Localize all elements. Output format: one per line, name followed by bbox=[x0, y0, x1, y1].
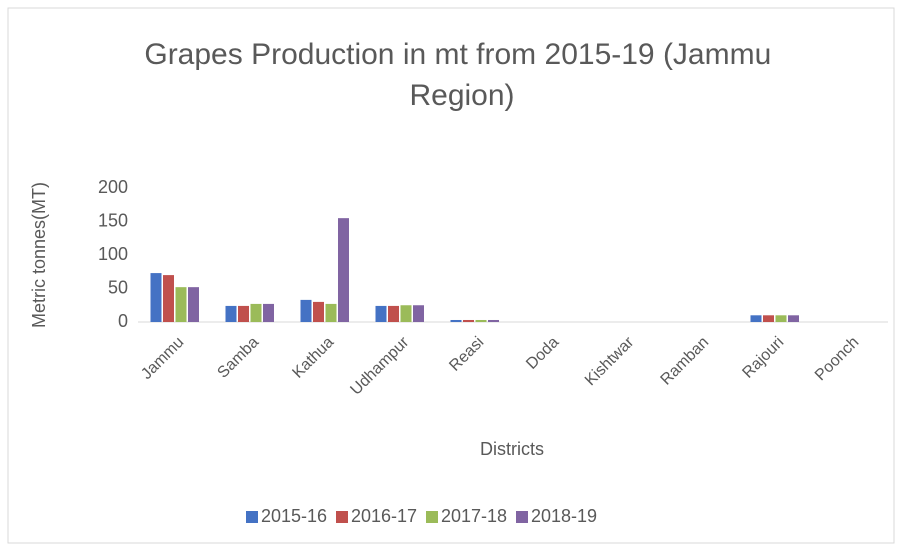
bar bbox=[300, 299, 312, 322]
legend-swatch bbox=[336, 511, 348, 523]
bar bbox=[150, 273, 162, 322]
chart-title: Grapes Production in mt from 2015-19 (Ja… bbox=[144, 38, 779, 112]
chart-title-line: Region) bbox=[409, 79, 514, 112]
bar bbox=[250, 303, 262, 322]
bar bbox=[188, 287, 199, 322]
chart-title-line: Grapes Production in mt from 2015-19 (Ja… bbox=[144, 38, 771, 71]
bar bbox=[163, 275, 174, 322]
bar bbox=[175, 287, 187, 322]
legend-swatch bbox=[246, 511, 258, 523]
legend-label: 2018-19 bbox=[531, 506, 597, 526]
bar bbox=[313, 301, 324, 322]
y-tick-label: 0 bbox=[118, 311, 128, 331]
legend-swatch bbox=[516, 511, 528, 523]
bar bbox=[463, 319, 474, 322]
y-tick-label: 150 bbox=[98, 210, 128, 230]
bar bbox=[338, 218, 349, 322]
bar bbox=[388, 305, 399, 322]
bar bbox=[375, 305, 387, 322]
bar bbox=[763, 315, 774, 322]
y-tick-label: 100 bbox=[98, 244, 128, 264]
bar bbox=[475, 319, 487, 322]
bar bbox=[775, 315, 787, 322]
x-axis-title: Districts bbox=[480, 439, 544, 459]
bar bbox=[413, 305, 424, 322]
legend-label: 2015-16 bbox=[261, 506, 327, 526]
legend-label: 2017-18 bbox=[441, 506, 507, 526]
bar bbox=[238, 305, 249, 322]
bar bbox=[225, 305, 237, 322]
bar bbox=[325, 303, 337, 322]
legend-swatch bbox=[426, 511, 438, 523]
bar bbox=[263, 303, 274, 322]
bar bbox=[750, 315, 762, 322]
y-axis-title: Metric tonnes(MT) bbox=[29, 182, 49, 328]
bar bbox=[400, 305, 412, 322]
bar bbox=[788, 315, 799, 322]
y-tick-label: 50 bbox=[108, 277, 128, 297]
y-tick-label: 200 bbox=[98, 177, 128, 197]
legend-label: 2016-17 bbox=[351, 506, 417, 526]
bar bbox=[488, 319, 499, 322]
bar bbox=[450, 319, 462, 322]
